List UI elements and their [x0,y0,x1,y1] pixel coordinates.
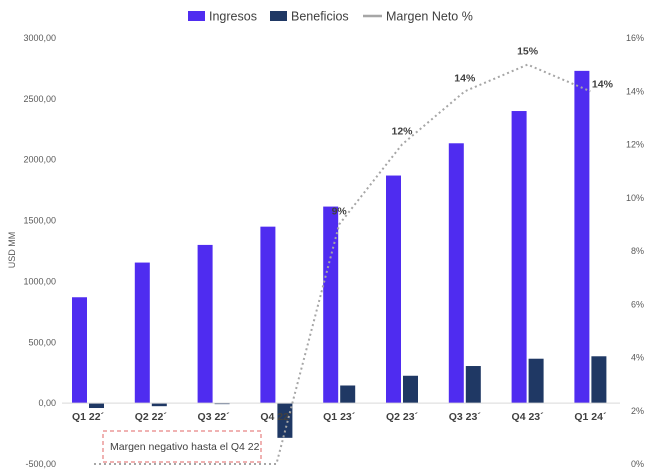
legend-swatch-ingresos [188,11,205,21]
y2-tick-label: 4% [631,353,644,363]
line-data-label: 14% [454,72,476,84]
y-tick-label: 1500,00 [23,216,56,226]
bar-ingresos [574,70,590,404]
legend-label-margen: Margen Neto % [386,10,473,24]
annotation-box [102,430,262,463]
bar-beneficios [403,375,418,404]
x-tick-label: Q1 23´ [323,411,356,423]
line-data-label: 15% [517,46,539,58]
bar-ingresos [260,226,276,404]
bar-ingresos [511,111,527,404]
bar-ingresos [134,262,150,404]
bar-ingresos [386,175,401,404]
line-data-label: 9% [332,205,348,217]
bar-beneficios [89,403,104,409]
y2-tick-label: 14% [626,86,644,96]
line-data-label: 14% [592,78,614,90]
y2-tick-label: 10% [626,193,644,203]
y-tick-label: 500,00 [28,337,56,347]
margin-line [93,63,591,465]
bars [72,70,607,438]
bar-beneficios [277,403,293,438]
bar-beneficios [528,358,544,404]
legend-label-beneficios: Beneficios [291,10,349,24]
x-tick-label: Q2 23´ [386,411,419,423]
y2-tick-label: 12% [626,140,644,150]
x-tick-label: Q4 22´ [260,411,293,423]
y2-axis-ticks: 0% 2% 4% 6% 8% 10% 12% 14% 16% [626,33,644,469]
y-axis-ticks: -500,00 0,00 500,00 1000,00 1500,00 2000,00 25… [23,33,56,469]
bar-beneficios [465,366,481,404]
annotation-text: Margen negativo hasta el Q4 22 [110,441,260,453]
bar-ingresos [197,244,213,404]
y-tick-label: 1000,00 [23,276,56,286]
x-tick-label: Q3 22´ [198,411,231,423]
line-data-label: 12% [391,126,413,138]
bar-ingresos [72,297,87,404]
bar-ingresos [323,206,339,404]
bar-beneficios [591,356,607,404]
x-axis-ticks: Q1 22´ Q2 22´ Q3 22´ Q4 22´ Q1 23´ Q2 23´ Q3 2… [72,411,607,423]
x-tick-label: Q3 23´ [449,411,482,423]
x-tick-label: Q4 23´ [512,411,545,423]
y-axis-title: USD MM [7,232,17,269]
legend-swatch-beneficios [270,11,287,21]
legend: Ingresos Beneficios Margen Neto % [188,10,473,24]
y-tick-label: 0,00 [38,398,56,408]
x-tick-label: Q2 22´ [135,411,168,423]
y2-tick-label: 2% [631,406,644,416]
y2-tick-label: 6% [631,299,644,309]
y2-tick-label: 8% [631,246,644,256]
y2-tick-label: 0% [631,459,644,469]
y-tick-label: 2000,00 [23,155,56,165]
y2-tick-label: 16% [626,33,644,43]
margin-labels: 9% 12% 14% 15% 14% [332,46,614,218]
x-tick-label: Q1 24´ [574,411,607,423]
y-tick-label: 2500,00 [23,94,56,104]
bar-beneficios [340,385,356,404]
bar-beneficios [151,403,167,407]
legend-label-ingresos: Ingresos [209,10,257,24]
y-tick-label: -500,00 [25,459,56,469]
bar-ingresos [448,143,464,404]
annotation: Margen negativo hasta el Q4 22 [102,430,262,463]
x-tick-label: Q1 22´ [72,411,105,423]
y-tick-label: 3000,00 [23,33,56,43]
